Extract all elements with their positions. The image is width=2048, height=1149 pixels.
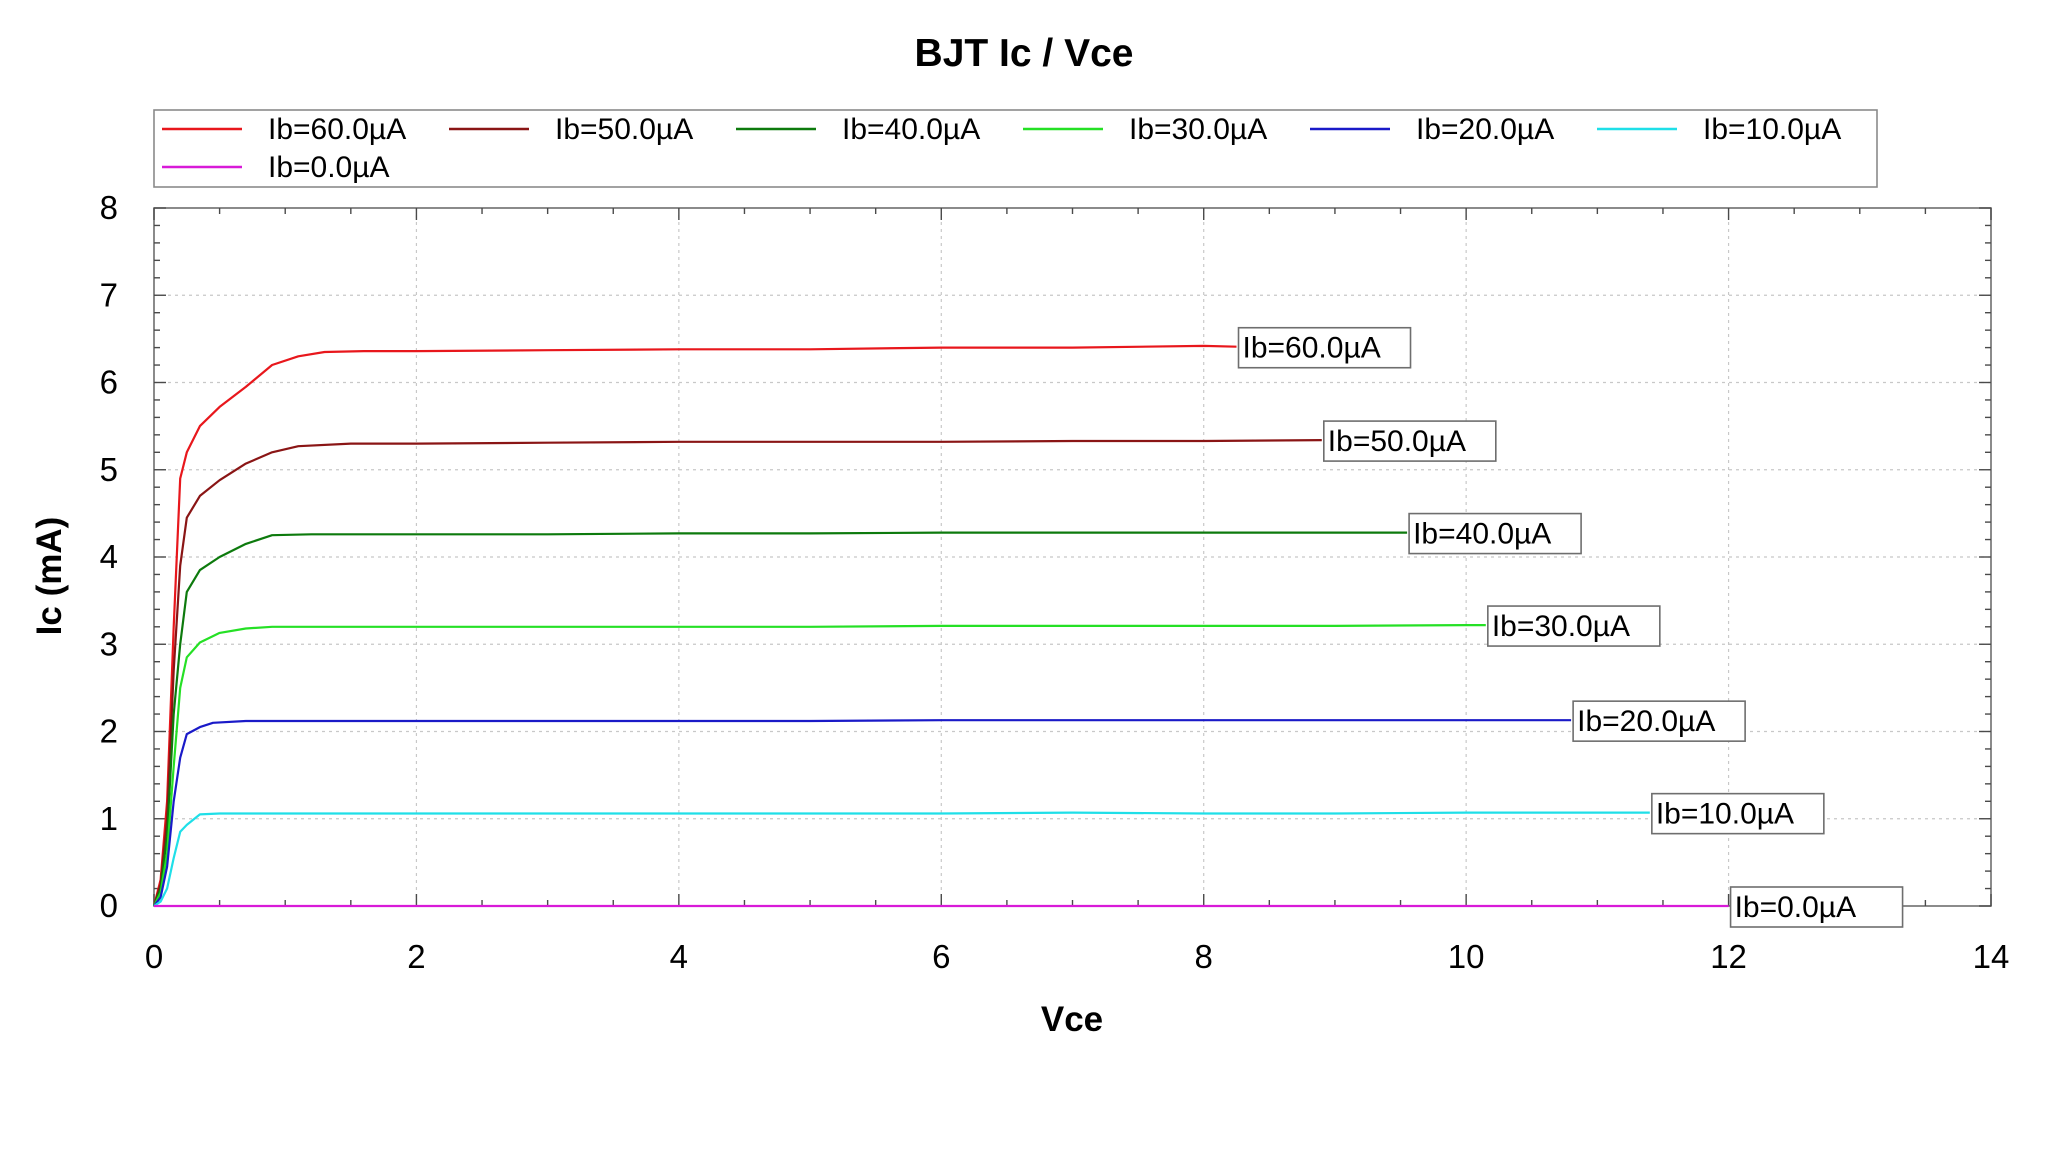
end-label-text: Ib=10.0µA xyxy=(1656,798,1794,831)
end-label-box xyxy=(1323,420,1497,462)
series-line xyxy=(152,531,1408,907)
series-line xyxy=(153,811,1650,907)
legend-item: Ib=50.0µA xyxy=(449,113,693,146)
series-line xyxy=(152,344,1237,907)
legend-item: Ib=40.0µA xyxy=(736,113,980,146)
x-tick-label: 0 xyxy=(145,938,163,975)
chart-title: BJT Ic / Vce xyxy=(915,32,1134,75)
end-label-text: Ib=20.0µA xyxy=(1577,705,1715,738)
y-tick-label: 7 xyxy=(100,276,118,313)
end-label-box xyxy=(1729,886,1904,928)
y-tick-label: 4 xyxy=(100,538,118,575)
legend-label: Ib=10.0µA xyxy=(1703,113,1841,146)
x-axis-label: Vce xyxy=(1041,1000,1103,1039)
legend-item: Ib=0.0µA xyxy=(162,151,390,184)
y-tick-label: 6 xyxy=(100,364,118,401)
end-label: Ib=20.0µA xyxy=(1572,700,1746,742)
end-label: Ib=0.0µA xyxy=(1729,886,1904,928)
legend-box xyxy=(153,109,1878,188)
y-axis-label: Ic (mA) xyxy=(30,517,69,636)
end-labels: Ib=60.0µA Ib=50.0µA Ib=40.0µA Ib=30.0µA Ib=2… xyxy=(1237,326,1904,928)
y-tick-label: 8 xyxy=(100,189,118,226)
end-label: Ib=30.0µA xyxy=(1487,605,1661,647)
end-label: Ib=50.0µA xyxy=(1323,420,1497,462)
end-label-text: Ib=50.0µA xyxy=(1328,425,1466,458)
end-label-box xyxy=(1651,792,1825,835)
end-label-box xyxy=(1237,326,1412,369)
legend: Ib=60.0µA Ib=50.0µA Ib=40.0µA Ib=30.0µA Ib=2… xyxy=(153,109,1878,188)
end-label: Ib=60.0µA xyxy=(1237,326,1412,369)
x-tick-label: 4 xyxy=(670,938,688,975)
x-tick-label: 10 xyxy=(1448,938,1485,975)
end-label-text: Ib=30.0µA xyxy=(1492,610,1630,643)
end-label-box xyxy=(1572,700,1746,742)
legend-label: Ib=40.0µA xyxy=(842,113,980,146)
end-label: Ib=10.0µA xyxy=(1651,792,1825,835)
legend-label: Ib=0.0µA xyxy=(268,151,390,184)
y-tick-label: 3 xyxy=(100,625,118,662)
x-tick-label: 12 xyxy=(1710,938,1747,975)
legend-label: Ib=20.0µA xyxy=(1416,113,1554,146)
series-line xyxy=(153,719,1572,907)
legend-label: Ib=50.0µA xyxy=(555,113,693,146)
legend-label: Ib=30.0µA xyxy=(1129,113,1267,146)
legend-item: Ib=30.0µA xyxy=(1023,113,1267,146)
legend-label: Ib=60.0µA xyxy=(268,113,406,146)
x-tick-label: 6 xyxy=(932,938,950,975)
y-tick-label: 0 xyxy=(100,887,118,924)
series-line xyxy=(152,439,1322,907)
y-tick-label: 2 xyxy=(100,713,118,750)
series-line xyxy=(153,624,1486,907)
end-label-box xyxy=(1487,605,1661,647)
end-label: Ib=40.0µA xyxy=(1408,512,1582,555)
end-label-text: Ib=60.0µA xyxy=(1243,332,1381,365)
x-tick-label: 2 xyxy=(407,938,425,975)
series-layer xyxy=(152,344,1729,908)
x-tick-label: 14 xyxy=(1973,938,2010,975)
y-tick-label: 5 xyxy=(100,451,118,488)
end-label-box xyxy=(1408,512,1582,555)
end-label-text: Ib=0.0µA xyxy=(1735,891,1857,924)
legend-item: Ib=10.0µA xyxy=(1597,113,1841,146)
y-tick-label: 1 xyxy=(100,800,118,837)
end-label-text: Ib=40.0µA xyxy=(1413,518,1551,551)
grid xyxy=(154,208,1991,906)
legend-item: Ib=20.0µA xyxy=(1310,113,1554,146)
legend-item: Ib=60.0µA xyxy=(162,113,406,146)
x-tick-label: 8 xyxy=(1195,938,1213,975)
